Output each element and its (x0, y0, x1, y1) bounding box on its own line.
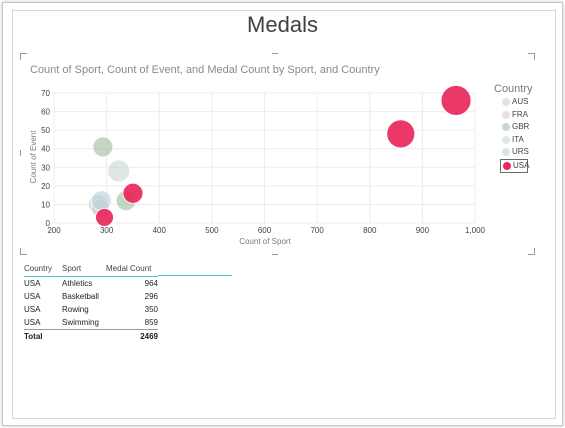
bubble-urs[interactable] (90, 190, 112, 212)
bubble-usa[interactable] (386, 119, 416, 149)
cell-sport: Rowing (62, 305, 89, 314)
legend-swatch (502, 135, 510, 144)
cell-country: USA (24, 305, 41, 314)
legend-item-usa[interactable]: USA (500, 158, 530, 173)
cell-medal-count: 350 (144, 305, 158, 314)
table-row[interactable]: USA Athletics 964 (24, 277, 158, 291)
medals-table: Country Sport Medal Count USA Athletics … (24, 262, 158, 343)
table-header-row: Country Sport Medal Count (24, 262, 158, 277)
cell-country: USA (24, 318, 41, 327)
chart-corner-top-left[interactable] (20, 53, 27, 60)
total-value: 2469 (106, 329, 158, 343)
cell-sport: Swimming (62, 318, 99, 327)
legend-label: FRA (512, 109, 528, 119)
legend-label: GBR (512, 122, 530, 131)
page-title: Medals (247, 12, 318, 37)
legend-label: URS (512, 147, 529, 156)
cell-country: USA (24, 279, 41, 288)
cell-medal-count: 859 (144, 318, 158, 327)
table-total-row: Total 2469 (24, 329, 158, 343)
bubble-usa[interactable] (122, 182, 144, 204)
legend-swatch (503, 161, 511, 170)
bubble-gbr[interactable] (92, 136, 114, 158)
cell-country: USA (24, 292, 41, 301)
total-label: Total (24, 329, 62, 343)
table-row[interactable]: USA Basketball 296 (24, 290, 158, 303)
bubble-usa[interactable] (440, 85, 472, 116)
total-spacer (62, 329, 106, 343)
legend-label: AUS (512, 97, 529, 106)
legend-label: ITA (512, 134, 524, 144)
column-header-country[interactable]: Country (24, 262, 62, 277)
cell-sport: Athletics (62, 279, 93, 288)
bubble-usa[interactable] (95, 208, 114, 227)
legend-swatch (502, 123, 510, 131)
chart-title: Count of Sport, Count of Event, and Meda… (30, 64, 380, 76)
table-row[interactable]: USA Rowing 350 (24, 303, 158, 316)
column-header-sport[interactable]: Sport (62, 262, 106, 277)
chart-corner-bottom-left[interactable] (20, 248, 27, 255)
table-header-underline (158, 275, 232, 276)
legend-swatch (502, 148, 510, 156)
column-header-medal-count[interactable]: Medal Count (106, 262, 158, 277)
bubble-ita[interactable] (107, 159, 131, 183)
cell-medal-count: 296 (144, 292, 158, 301)
legend-swatch (502, 110, 510, 119)
cell-medal-count: 964 (144, 279, 158, 288)
table-row[interactable]: USA Swimming 859 (24, 316, 158, 330)
chart-corner-top-right[interactable] (528, 53, 535, 60)
chart-resize-handle-top[interactable] (272, 53, 278, 54)
cell-sport: Basketball (62, 292, 99, 301)
chart-resize-handle-left[interactable] (20, 150, 21, 156)
legend-swatch (502, 98, 510, 106)
legend-label: USA (513, 160, 530, 170)
legend-title: Country (494, 83, 533, 95)
chart-resize-handle-bottom[interactable] (272, 254, 278, 255)
chart-corner-bottom-right[interactable] (528, 248, 535, 255)
